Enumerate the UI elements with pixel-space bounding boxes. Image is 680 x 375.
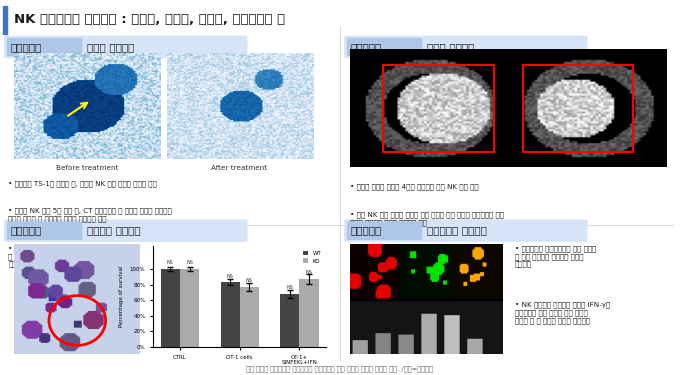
- Text: 알츠하이머 임상연구: 알츠하이머 임상연구: [427, 226, 487, 236]
- FancyBboxPatch shape: [7, 38, 82, 56]
- Y-axis label: Percentage of survival: Percentage of survival: [119, 266, 124, 327]
- Bar: [299, 279, 318, 347]
- Bar: [523, 66, 634, 152]
- Text: 세포치료제: 세포치료제: [350, 226, 381, 236]
- Text: 세포치료제: 세포치료제: [350, 42, 381, 52]
- Text: • 항암제를 TS-1로 전환한 후, 고활성 NK 세포 치료를 시작한 경우: • 항암제를 TS-1로 전환한 후, 고활성 NK 세포 치료를 시작한 경우: [8, 181, 157, 188]
- Text: After treatment: After treatment: [211, 165, 267, 171]
- Text: • 파킨슨병이 자가면역으로 인한 질환일
수 있는 가능성을 나타냄을 입증한
임상연구: • 파킨슨병이 자가면역으로 인한 질환일 수 있는 가능성을 나타냄을 입증한…: [515, 246, 596, 267]
- Text: • NK 세포에서 분비되는 과량의 IFN-γ는
알츠하이머 질환 환자의 신경 재생에
도움이 될 수 있음을 확인한 임상연구: • NK 세포에서 분비되는 과량의 IFN-γ는 알츠하이머 질환 환자의 신…: [515, 302, 610, 324]
- Text: • 재발성 뇌종양 환자에 4개월 간격으로 자가 NK 세포 투여: • 재발성 뇌종양 환자에 4개월 간격으로 자가 NK 세포 투여: [350, 184, 479, 190]
- Text: • 고활성 NK 세포 5회 투여 후, CT 영상에서는 간 전이가 대부분 사라지고
림프절 전이가 더 작아짐을 확인한 임상연구 사례: • 고활성 NK 세포 5회 투여 후, CT 영상에서는 간 전이가 대부분 …: [8, 208, 172, 222]
- Bar: [3, 6, 7, 34]
- Bar: [383, 66, 494, 152]
- Bar: [280, 294, 299, 347]
- FancyBboxPatch shape: [4, 219, 248, 242]
- Text: 세포치료제: 세포치료제: [10, 226, 41, 236]
- Text: 루이소체의
α-synuclein: 루이소체의 α-synuclein: [20, 281, 69, 300]
- Text: • 자가 NK 세포 치료가 재발성 신경 교종의 종양 크기를 감소하는데 효과
적으로 나타남을 입증한 임상연구 사례: • 자가 NK 세포 치료가 재발성 신경 교종의 종양 크기를 감소하는데 효…: [350, 212, 504, 226]
- FancyBboxPatch shape: [344, 36, 588, 58]
- Bar: [161, 269, 180, 347]
- Text: NS: NS: [226, 273, 234, 279]
- Text: NS: NS: [245, 278, 253, 283]
- FancyBboxPatch shape: [347, 222, 422, 240]
- FancyBboxPatch shape: [4, 36, 248, 58]
- FancyBboxPatch shape: [7, 222, 82, 240]
- Text: NS: NS: [186, 260, 193, 266]
- Text: 해당 업체가 홍보자료에 항암효과가 임상시험을 통해 검증된 것처럼 광고한 내용. /사진=서부지검: 해당 업체가 홍보자료에 항암효과가 임상시험을 통해 검증된 것처럼 광고한 …: [246, 365, 434, 372]
- Text: 대장암 임상연구: 대장암 임상연구: [87, 42, 135, 52]
- Text: NK 세포치료제 임상연구 : 대장암, 뇌종양, 파킨슨, 알츠하이머 등: NK 세포치료제 임상연구 : 대장암, 뇌종양, 파킨슨, 알츠하이머 등: [14, 13, 285, 26]
- Bar: [180, 269, 199, 347]
- FancyBboxPatch shape: [347, 38, 422, 56]
- Text: NS: NS: [305, 270, 312, 276]
- Text: NS: NS: [167, 260, 174, 266]
- Legend: WT, KO: WT, KO: [301, 248, 324, 266]
- Bar: [239, 287, 259, 347]
- Text: NS: NS: [286, 285, 293, 290]
- Text: 파킨슨병 임상연구: 파킨슨병 임상연구: [87, 226, 141, 236]
- FancyBboxPatch shape: [344, 219, 588, 242]
- Bar: [220, 282, 239, 347]
- Text: Before treatment: Before treatment: [56, 165, 118, 171]
- Text: 세포치료제: 세포치료제: [10, 42, 41, 52]
- Text: • 파킨슨병이 자가면역으로 인한 질환일
수 있는 가능성을 나타냄을 입증한
임상연구: • 파킨슨병이 자가면역으로 인한 질환일 수 있는 가능성을 나타냄을 입증한…: [8, 246, 90, 267]
- Text: 뇌종양 임상연구: 뇌종양 임상연구: [427, 42, 475, 52]
